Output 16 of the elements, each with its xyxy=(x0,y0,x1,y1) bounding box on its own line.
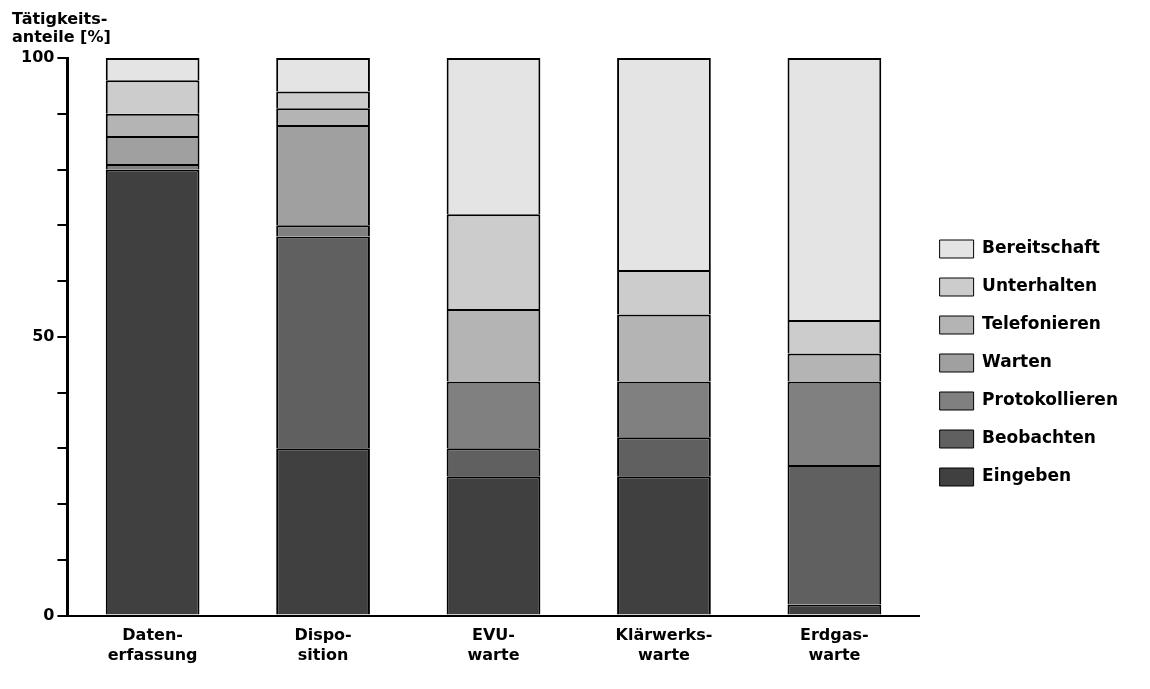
x-tick-label: EVU- warte xyxy=(467,625,520,664)
y-tick-label: 0 xyxy=(43,604,55,624)
y-tick-label: 100 xyxy=(20,47,55,67)
x-tick-label: Dispo- sition xyxy=(294,625,352,664)
legend-label: Beobachten xyxy=(982,427,1096,448)
legend-label: Unterhalten xyxy=(982,275,1098,296)
legend-label: Eingeben xyxy=(982,465,1072,486)
x-tick-label: Erdgas- warte xyxy=(800,625,869,664)
x-tick-label: Klärwerks- warte xyxy=(615,625,713,664)
y-tick-label: 50 xyxy=(32,325,55,345)
x-tick-label: Daten- erfassung xyxy=(107,625,198,664)
legend-label: Protokollieren xyxy=(982,389,1119,410)
legend-label: Warten xyxy=(982,351,1052,372)
y-axis-title: Tätigkeits- anteile [%] xyxy=(12,9,111,47)
legend-label: Telefonieren xyxy=(982,313,1101,334)
legend-label: Bereitschaft xyxy=(982,237,1100,258)
